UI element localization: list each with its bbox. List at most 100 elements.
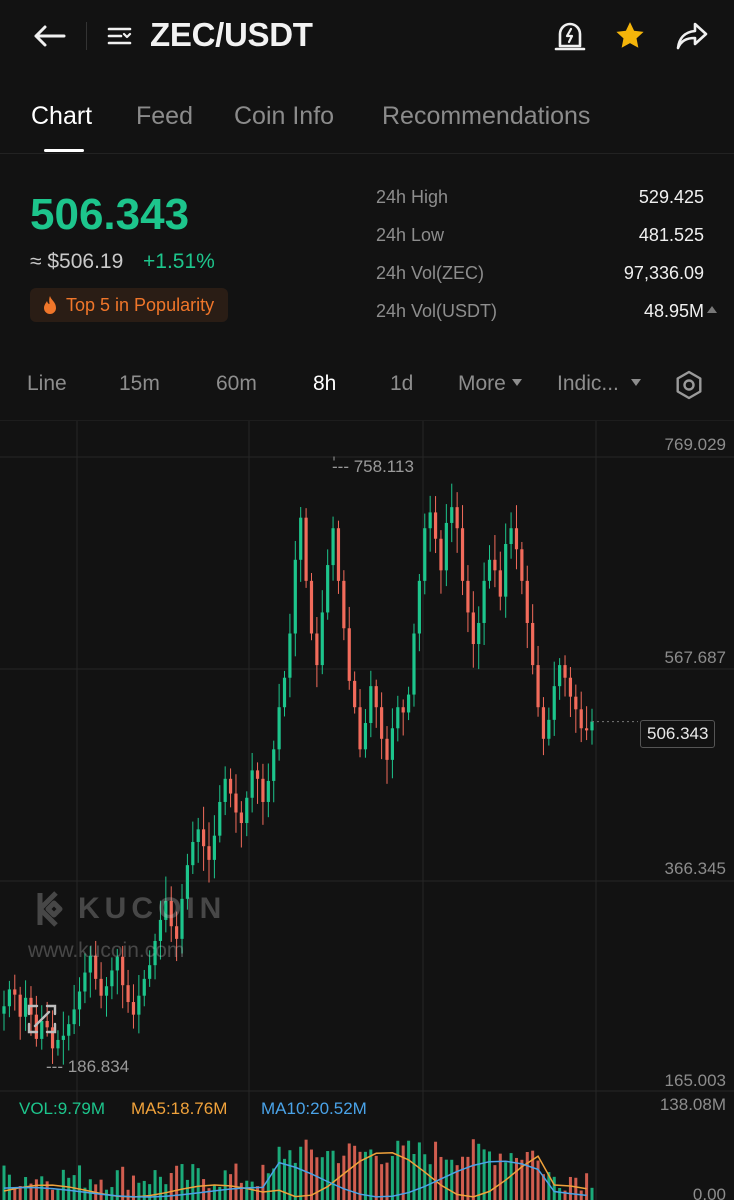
volume-bar bbox=[455, 1165, 459, 1200]
candle-body bbox=[99, 978, 103, 996]
fullscreen-button[interactable] bbox=[24, 1001, 60, 1037]
tab-recommendations[interactable]: Recommendations bbox=[382, 102, 591, 130]
candle-body bbox=[228, 778, 233, 794]
candle-body bbox=[126, 985, 130, 1003]
volume-bar bbox=[536, 1160, 540, 1200]
interval-15m[interactable]: 15m bbox=[119, 372, 160, 395]
candle-body bbox=[525, 580, 529, 623]
volume-bar bbox=[315, 1157, 319, 1200]
favorite-button[interactable] bbox=[610, 16, 650, 56]
candle-body bbox=[7, 989, 11, 1007]
candle-body bbox=[552, 686, 556, 720]
interval-more-label: More bbox=[458, 372, 506, 395]
volume-bar bbox=[347, 1143, 351, 1200]
interval-8h[interactable]: 8h bbox=[313, 372, 337, 395]
candle-body bbox=[50, 1027, 55, 1049]
interval-more-dropdown[interactable]: More bbox=[458, 372, 522, 396]
candle-body bbox=[558, 665, 562, 687]
current-price-tag: 506.343 bbox=[640, 720, 716, 748]
volume-bar bbox=[272, 1168, 276, 1200]
candle-body bbox=[142, 978, 146, 996]
volume-bar bbox=[283, 1158, 287, 1200]
candle-body bbox=[67, 1024, 71, 1036]
candle-body bbox=[563, 665, 567, 678]
candle-body bbox=[72, 1009, 76, 1025]
stat-label-24h-vol-usdt: 24h Vol(USDT) bbox=[376, 301, 498, 321]
candlestick-chart[interactable]: KUCOIN www.kucoin.com 769.029 567.687 36… bbox=[0, 420, 734, 1200]
ma10-line bbox=[3, 1160, 587, 1198]
candle-body bbox=[293, 559, 297, 634]
candle-body bbox=[444, 522, 448, 571]
volume-bar bbox=[229, 1174, 233, 1200]
vol-unit-toggle-icon[interactable] bbox=[707, 306, 717, 313]
candle-body bbox=[315, 633, 319, 666]
candle-body bbox=[83, 972, 87, 992]
pair-title[interactable]: ZEC/USDT bbox=[150, 16, 313, 53]
tab-chart[interactable]: Chart bbox=[31, 102, 93, 130]
volume-bar bbox=[541, 1174, 545, 1200]
candle-body bbox=[417, 580, 421, 634]
candle-body bbox=[299, 517, 303, 560]
kucoin-logo-icon bbox=[37, 891, 63, 927]
candle-body bbox=[358, 707, 362, 750]
volume-bar bbox=[78, 1165, 82, 1200]
popularity-badge[interactable]: Top 5 in Popularity bbox=[30, 288, 229, 322]
chevron-down-icon bbox=[511, 379, 522, 387]
stat-value-24h-vol-usdt: 48.95M bbox=[643, 301, 704, 321]
volume-bar bbox=[488, 1151, 492, 1200]
volume-bar bbox=[24, 1177, 28, 1200]
share-button[interactable] bbox=[672, 16, 712, 56]
interval-line[interactable]: Line bbox=[27, 372, 67, 395]
candle-body bbox=[110, 970, 114, 987]
volume-bar bbox=[461, 1156, 465, 1200]
chart-settings-button[interactable] bbox=[672, 368, 706, 402]
chart-canvas[interactable] bbox=[0, 421, 734, 1200]
candle-body bbox=[18, 994, 22, 1017]
candle-body bbox=[590, 721, 594, 731]
volume-bar bbox=[504, 1162, 508, 1200]
y-tick-label: 769.029 bbox=[664, 435, 726, 454]
candle-body bbox=[282, 677, 287, 708]
volume-bar bbox=[336, 1163, 340, 1200]
back-button[interactable] bbox=[28, 18, 70, 54]
tab-feed[interactable]: Feed bbox=[136, 102, 193, 130]
volume-bar bbox=[552, 1176, 556, 1200]
candle-body bbox=[509, 528, 513, 545]
volume-bar bbox=[353, 1145, 357, 1200]
volume-bar bbox=[288, 1150, 292, 1200]
pair-menu-button[interactable] bbox=[104, 20, 136, 52]
price-change: +1.51% bbox=[143, 250, 215, 273]
volume-legend-vol: VOL:9.79M bbox=[19, 1099, 105, 1118]
volume-bar bbox=[558, 1187, 562, 1200]
menu-lines-icon bbox=[107, 27, 132, 45]
volume-bar bbox=[498, 1153, 502, 1200]
candles bbox=[2, 456, 638, 1065]
tab-coin-info[interactable]: Coin Info bbox=[234, 102, 335, 130]
candle-body bbox=[531, 622, 535, 666]
candle-body bbox=[390, 728, 395, 760]
volume-bar bbox=[277, 1146, 281, 1200]
volume-bar bbox=[342, 1155, 346, 1200]
candle-body bbox=[234, 793, 238, 813]
candle-body bbox=[245, 797, 249, 824]
candle-body bbox=[288, 633, 292, 678]
price-alert-button[interactable] bbox=[550, 16, 590, 56]
volume-bar bbox=[256, 1186, 260, 1200]
volume-bar bbox=[369, 1149, 373, 1200]
interval-1d[interactable]: 1d bbox=[390, 372, 414, 395]
interval-60m[interactable]: 60m bbox=[216, 372, 257, 395]
volume-bar bbox=[142, 1180, 146, 1200]
candle-body bbox=[326, 565, 330, 613]
volume-bar bbox=[56, 1188, 60, 1200]
volume-bar bbox=[121, 1166, 125, 1200]
candle-body bbox=[406, 694, 411, 713]
volume-bar bbox=[261, 1164, 265, 1200]
volume-bar bbox=[169, 1173, 173, 1200]
indicators-dropdown[interactable]: Indic... bbox=[557, 372, 641, 396]
kucoin-logo: KUCOIN bbox=[28, 889, 226, 929]
candle-body bbox=[148, 965, 152, 979]
last-price: 506.343 bbox=[30, 190, 190, 239]
candle-body bbox=[45, 1020, 49, 1028]
expand-icon bbox=[27, 1004, 57, 1034]
high-marker-label: --- 758.113 bbox=[332, 457, 414, 476]
